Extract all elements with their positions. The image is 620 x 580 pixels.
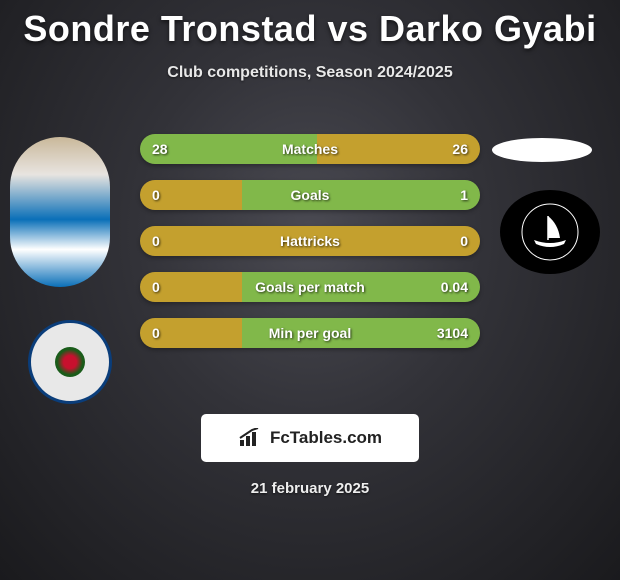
stat-row: 0 Goals per match 0.04	[140, 272, 480, 302]
stat-left-value: 0	[152, 233, 160, 249]
stat-left-value: 0	[152, 279, 160, 295]
stat-row: 28 Matches 26	[140, 134, 480, 164]
fctables-label: FcTables.com	[270, 428, 382, 448]
club-logo-right	[500, 190, 600, 274]
page-title: Sondre Tronstad vs Darko Gyabi	[0, 0, 620, 50]
sailboat-icon	[520, 202, 580, 262]
oval-badge-right	[492, 138, 592, 162]
stat-right-value: 3104	[437, 325, 468, 341]
player-photo-left	[10, 137, 110, 287]
date-label: 21 february 2025	[0, 480, 620, 497]
stat-right-value: 26	[452, 141, 468, 157]
stat-row: 0 Hattricks 0	[140, 226, 480, 256]
stat-label: Min per goal	[269, 325, 351, 341]
stat-right-value: 0.04	[441, 279, 468, 295]
stat-rows-container: 28 Matches 26 0 Goals 1 0 Hattricks 0 0 Goals per …	[140, 134, 480, 364]
stat-left-value: 0	[152, 325, 160, 341]
club-logo-left	[28, 320, 112, 404]
stat-left-value: 0	[152, 187, 160, 203]
page-subtitle: Club competitions, Season 2024/2025	[0, 64, 620, 82]
stat-label: Matches	[282, 141, 338, 157]
stat-right-value: 1	[460, 187, 468, 203]
stat-row: 0 Goals 1	[140, 180, 480, 210]
stat-label: Goals per match	[255, 279, 365, 295]
stat-label: Goals	[291, 187, 330, 203]
stat-left-value: 28	[152, 141, 168, 157]
fctables-badge[interactable]: FcTables.com	[201, 414, 419, 462]
comparison-content: 28 Matches 26 0 Goals 1 0 Hattricks 0 0 Goals per …	[0, 112, 620, 392]
stat-row: 0 Min per goal 3104	[140, 318, 480, 348]
stat-right-value: 0	[460, 233, 468, 249]
chart-icon	[238, 428, 264, 448]
stat-label: Hattricks	[280, 233, 340, 249]
